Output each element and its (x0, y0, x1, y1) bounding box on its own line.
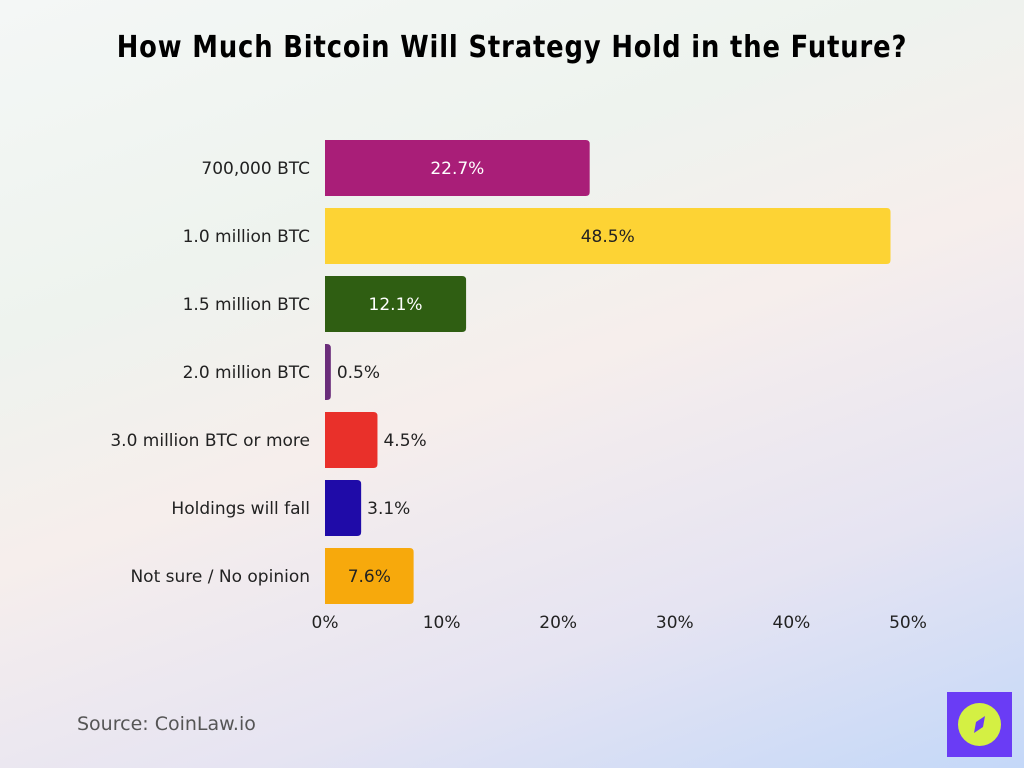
category-label: 700,000 BTC (201, 159, 310, 179)
category-label: Holdings will fall (171, 499, 310, 519)
data-label: 7.6% (348, 567, 391, 587)
data-label: 4.5% (383, 431, 426, 451)
bar (325, 140, 590, 196)
data-label: 3.1% (367, 499, 410, 519)
category-label: 3.0 million BTC or more (110, 431, 310, 451)
x-tick-label: 0% (312, 613, 339, 633)
source-text: Source: CoinLaw.io (77, 713, 256, 735)
category-label: Not sure / No opinion (130, 567, 310, 587)
bar (325, 208, 891, 264)
bar (325, 344, 331, 400)
bar (325, 480, 362, 536)
data-label: 0.5% (337, 363, 380, 383)
category-label: 1.0 million BTC (183, 227, 310, 247)
data-label: 22.7% (430, 159, 484, 179)
x-tick-label: 20% (539, 613, 577, 633)
bar (325, 412, 378, 468)
data-label: 48.5% (581, 227, 635, 247)
chart-title: How Much Bitcoin Will Strategy Hold in t… (116, 30, 908, 65)
x-tick-label: 30% (656, 613, 694, 633)
x-tick-label: 40% (773, 613, 811, 633)
category-label: 2.0 million BTC (183, 363, 310, 383)
logo (947, 692, 1012, 757)
bar (325, 548, 414, 604)
compass-icon (958, 703, 1001, 746)
x-tick-label: 10% (423, 613, 461, 633)
category-label: 1.5 million BTC (183, 295, 310, 315)
data-label: 12.1% (369, 295, 423, 315)
x-tick-label: 50% (889, 613, 927, 633)
bar (325, 276, 467, 332)
